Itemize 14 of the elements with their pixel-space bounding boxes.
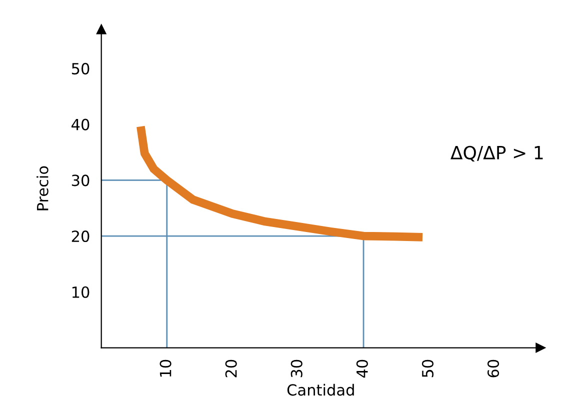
annotation: ΔQ/ΔP > 1 <box>450 146 543 162</box>
x-tick-label: 50 <box>422 360 434 378</box>
y-axis-title: Precio <box>36 166 48 210</box>
y-tick-label: 10 <box>72 286 90 298</box>
x-tick-label: 60 <box>487 360 500 378</box>
x-tick-label: 40 <box>356 360 368 378</box>
x-axis-title: Cantidad <box>287 384 354 396</box>
y-tick-label: 30 <box>72 174 90 186</box>
x-tick-label: 30 <box>290 360 302 378</box>
y-tick-label: 40 <box>72 118 90 130</box>
x-tick-label: 10 <box>160 360 172 377</box>
x-tick-label: 20 <box>225 360 237 378</box>
y-tick-label: 20 <box>72 230 90 242</box>
y-tick-label: 50 <box>72 62 90 74</box>
